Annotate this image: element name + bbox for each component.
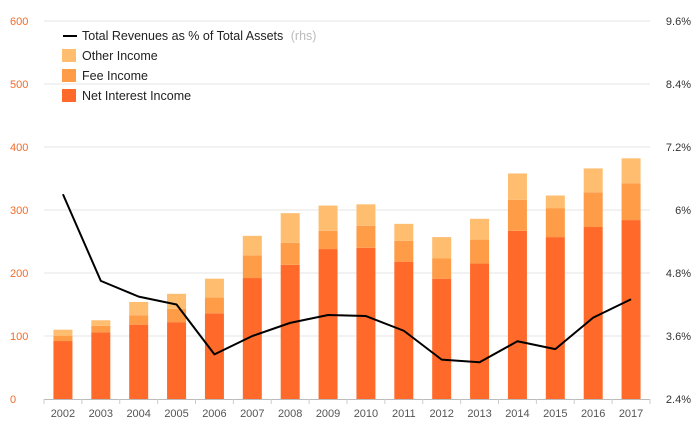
- bar-other-income: [432, 237, 452, 259]
- bar-fee-income: [507, 199, 527, 231]
- bar-other-income: [167, 293, 187, 309]
- bar-other-income: [318, 205, 338, 231]
- bar-net-interest-income: [621, 220, 641, 399]
- y-left-tick-label: 400: [10, 142, 28, 154]
- y-left-tick-label: 500: [10, 79, 28, 91]
- x-tick-label: 2005: [164, 408, 188, 420]
- y-right-tick-label: 2.4%: [666, 394, 691, 406]
- y-left-tick-label: 300: [10, 205, 28, 217]
- bar-net-interest-income: [129, 324, 149, 399]
- y-right-tick-label: 6%: [675, 205, 691, 217]
- bar-other-income: [583, 168, 603, 193]
- x-tick-label: 2007: [240, 408, 264, 420]
- bar-other-income: [356, 204, 376, 226]
- bar-net-interest-income: [432, 278, 452, 399]
- bar-net-interest-income: [53, 341, 73, 399]
- legend-swatch-other-income: [62, 49, 76, 62]
- x-tick-label: 2011: [392, 408, 416, 420]
- legend-label-fee-income: Fee Income: [82, 69, 148, 83]
- bar-other-income: [507, 173, 527, 200]
- bar-net-interest-income: [545, 237, 565, 399]
- x-tick-label: 2016: [581, 408, 605, 420]
- bar-net-interest-income: [318, 249, 338, 399]
- bar-other-income: [470, 218, 490, 240]
- bar-fee-income: [432, 258, 452, 279]
- bar-fee-income: [91, 325, 111, 333]
- bar-other-income: [204, 278, 224, 298]
- bar-net-interest-income: [242, 278, 262, 399]
- bar-net-interest-income: [91, 332, 111, 399]
- bar-net-interest-income: [167, 322, 187, 399]
- bar-fee-income: [280, 242, 300, 265]
- legend-label-other-income: Other Income: [82, 49, 158, 63]
- bar-fee-income: [242, 255, 262, 279]
- x-tick-label: 2006: [202, 408, 226, 420]
- bar-fee-income: [583, 192, 603, 228]
- bar-net-interest-income: [583, 227, 603, 399]
- legend-line-label: Total Revenues as % of Total Assets (rhs…: [82, 29, 316, 43]
- bar-net-interest-income: [280, 264, 300, 399]
- bar-other-income: [53, 329, 73, 336]
- legend: Total Revenues as % of Total Assets (rhs…: [62, 29, 316, 103]
- x-tick-label: 2015: [543, 408, 567, 420]
- x-tick-label: 2004: [126, 408, 150, 420]
- x-tick-label: 2003: [89, 408, 113, 420]
- line-revenues-pct-assets: [62, 193, 632, 364]
- x-tick-label: 2009: [316, 408, 340, 420]
- y-right-tick-label: 4.8%: [666, 268, 691, 280]
- bar-net-interest-income: [470, 263, 490, 399]
- bar-fee-income: [204, 297, 224, 314]
- bar-fee-income: [394, 240, 414, 262]
- line-layer: [62, 193, 632, 364]
- bars: [53, 158, 641, 399]
- y-right-tick-label: 9.6%: [666, 16, 691, 28]
- axes: 0 100 200 300 400 500 600 2.4% 3.6% 4.8% 6% 7.2% 8.4…: [10, 16, 691, 420]
- bar-fee-income: [53, 336, 73, 342]
- bar-other-income: [91, 320, 111, 326]
- bar-fee-income: [318, 230, 338, 250]
- bar-fee-income: [129, 315, 149, 325]
- legend-swatch-net-interest-income: [62, 89, 76, 102]
- x-tick-label: 2008: [278, 408, 302, 420]
- bar-other-income: [394, 223, 414, 241]
- x-tick-label: 2013: [467, 408, 491, 420]
- y-left-tick-label: 600: [10, 16, 28, 28]
- bar-other-income: [621, 158, 641, 184]
- x-tick-label: 2014: [505, 408, 529, 420]
- bar-fee-income: [167, 308, 187, 323]
- legend-label-net-interest-income: Net Interest Income: [82, 89, 191, 103]
- bar-other-income: [545, 195, 565, 209]
- bar-fee-income: [356, 225, 376, 248]
- y-right-tick-label: 8.4%: [666, 79, 691, 91]
- y-left-tick-label: 100: [10, 331, 28, 343]
- x-tick-label: 2012: [429, 408, 453, 420]
- bar-fee-income: [621, 183, 641, 221]
- y-left-tick-label: 0: [10, 394, 16, 406]
- x-tick-label: 2002: [51, 408, 75, 420]
- bar-fee-income: [545, 208, 565, 238]
- bar-other-income: [280, 213, 300, 243]
- legend-swatch-fee-income: [62, 69, 76, 82]
- y-right-tick-label: 3.6%: [666, 331, 691, 343]
- bar-net-interest-income: [204, 313, 224, 399]
- bar-net-interest-income: [507, 230, 527, 399]
- y-left-tick-label: 200: [10, 268, 28, 280]
- x-tick-label: 2010: [354, 408, 378, 420]
- y-right-tick-label: 7.2%: [666, 142, 691, 154]
- bar-other-income: [242, 235, 262, 256]
- x-tick-label: 2017: [619, 408, 643, 420]
- bar-net-interest-income: [356, 247, 376, 399]
- bar-fee-income: [470, 239, 490, 264]
- bar-other-income: [129, 301, 149, 316]
